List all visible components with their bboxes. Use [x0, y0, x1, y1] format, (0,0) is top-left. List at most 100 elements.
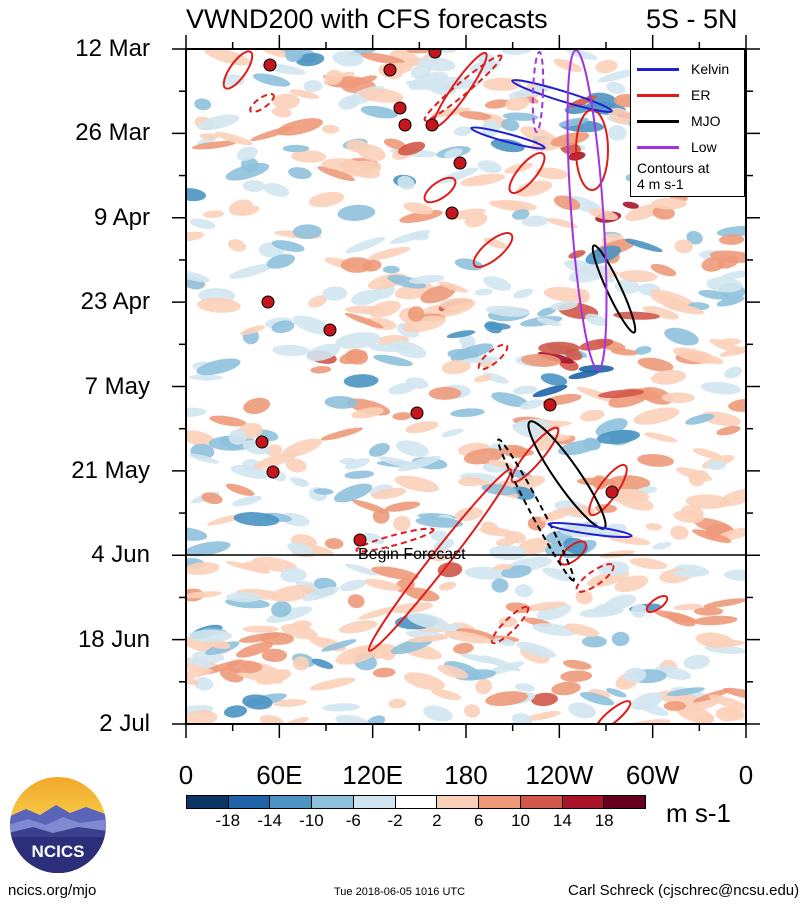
anomaly-blob: [346, 139, 370, 153]
anomaly-blob: [308, 191, 345, 208]
anomaly-blob: [321, 158, 361, 171]
anomaly-blob: [461, 356, 500, 364]
anomaly-blob: [363, 578, 401, 591]
anomaly-blob: [242, 625, 279, 633]
anomaly-blob: [519, 399, 545, 410]
anomaly-blob: [292, 315, 333, 335]
anomaly-blob: [285, 49, 304, 63]
anomaly-blob: [579, 691, 615, 706]
anomaly-blob: [458, 476, 483, 487]
anomaly-blob: [502, 112, 539, 121]
anomaly-blob: [629, 557, 668, 570]
anomaly-blob: [403, 202, 434, 215]
anomaly-blob: [521, 215, 549, 227]
anomaly-blob: [189, 374, 223, 381]
anomaly-blob: [322, 703, 360, 712]
anomaly-blob: [637, 357, 674, 372]
anomaly-blob: [673, 510, 704, 524]
anomaly-blob: [582, 635, 607, 648]
er-contour: [645, 594, 669, 614]
anomaly-blob: [438, 581, 457, 591]
anomaly-blob: [365, 317, 397, 330]
anomaly-blob: [338, 620, 378, 634]
anomaly-blob: [186, 527, 208, 541]
colorbar-tick-label: 6: [473, 811, 484, 830]
anomaly-blob: [369, 343, 408, 352]
anomaly-blob: [201, 492, 223, 505]
anomaly-blob: [186, 656, 215, 669]
chart-title: VWND200 with CFS forecasts: [186, 4, 548, 34]
anomaly-blob: [228, 429, 247, 445]
anomaly-blob: [568, 264, 610, 283]
anomaly-blob: [474, 288, 493, 296]
anomaly-blob: [368, 442, 390, 457]
anomaly-blob: [431, 688, 462, 701]
anomaly-blob: [505, 475, 546, 491]
anomaly-blob: [511, 713, 533, 724]
anomaly-blob: [651, 197, 687, 210]
anomaly-blob: [225, 163, 270, 181]
tropical-cyclone-icon: [453, 156, 467, 170]
colorbar-segment: [395, 796, 438, 808]
anomaly-blob: [610, 348, 638, 356]
kelvin-contour: [547, 521, 633, 539]
anomaly-blob: [186, 188, 207, 202]
colorbar: [186, 795, 646, 809]
anomaly-blob: [516, 641, 557, 658]
x-tick-label: 0: [738, 760, 754, 790]
anomaly-blob: [351, 165, 381, 179]
anomaly-blob: [613, 311, 660, 320]
anomaly-blob: [613, 488, 650, 504]
anomaly-blob: [373, 354, 413, 367]
anomaly-blob: [351, 407, 384, 419]
colorbar-segment: [353, 796, 396, 808]
anomaly-blob: [430, 530, 449, 542]
anomaly-blob: [204, 49, 251, 66]
anomaly-blob: [263, 182, 290, 197]
anomaly-blob: [489, 545, 528, 561]
anomaly-blob: [662, 302, 705, 315]
anomaly-blob: [309, 677, 356, 691]
anomaly-blob: [384, 501, 421, 512]
footer-website: ncics.org/mjo: [8, 882, 97, 899]
anomaly-blob: [276, 118, 324, 136]
legend-item-low: Low: [637, 138, 717, 156]
colorbar-tick-label: -6: [345, 811, 361, 830]
anomaly-blob: [333, 483, 373, 503]
anomaly-blob: [663, 701, 687, 711]
anomaly-blob: [415, 516, 464, 528]
anomaly-blob: [633, 407, 680, 425]
anomaly-blob: [322, 124, 340, 134]
legend-label: Kelvin: [691, 61, 730, 77]
anomaly-blob: [674, 239, 694, 254]
anomaly-blob: [242, 179, 266, 193]
anomaly-blob: [716, 225, 746, 237]
legend-item-kelvin: Kelvin: [637, 60, 729, 78]
anomaly-blob: [404, 587, 440, 602]
anomaly-blob: [405, 421, 439, 434]
er-contour: [490, 605, 530, 645]
anomaly-blob: [362, 259, 382, 272]
anomaly-blob: [666, 687, 705, 697]
anomaly-blob: [186, 562, 220, 575]
anomaly-blob: [645, 523, 662, 531]
kelvin-contour: [511, 79, 613, 113]
anomaly-blob: [454, 507, 483, 521]
anomaly-blob: [291, 620, 312, 630]
anomaly-blob: [553, 195, 581, 211]
anomaly-blob: [505, 95, 530, 111]
y-tick-label: 23 Apr: [80, 288, 150, 316]
anomaly-blob: [685, 494, 731, 509]
y-tick-label: 12 Mar: [75, 35, 150, 62]
anomaly-blob: [222, 74, 245, 86]
anomaly-blob: [634, 346, 652, 355]
x-tick-label: 120W: [525, 760, 594, 790]
anomaly-blob: [308, 295, 328, 308]
anomaly-blob: [692, 448, 722, 459]
anomaly-blob: [397, 175, 415, 190]
anomaly-blob: [242, 694, 273, 710]
anomaly-blob: [252, 73, 291, 87]
anomaly-blob: [240, 325, 266, 336]
anomaly-blob: [709, 338, 745, 354]
anomaly-blob: [719, 234, 745, 245]
